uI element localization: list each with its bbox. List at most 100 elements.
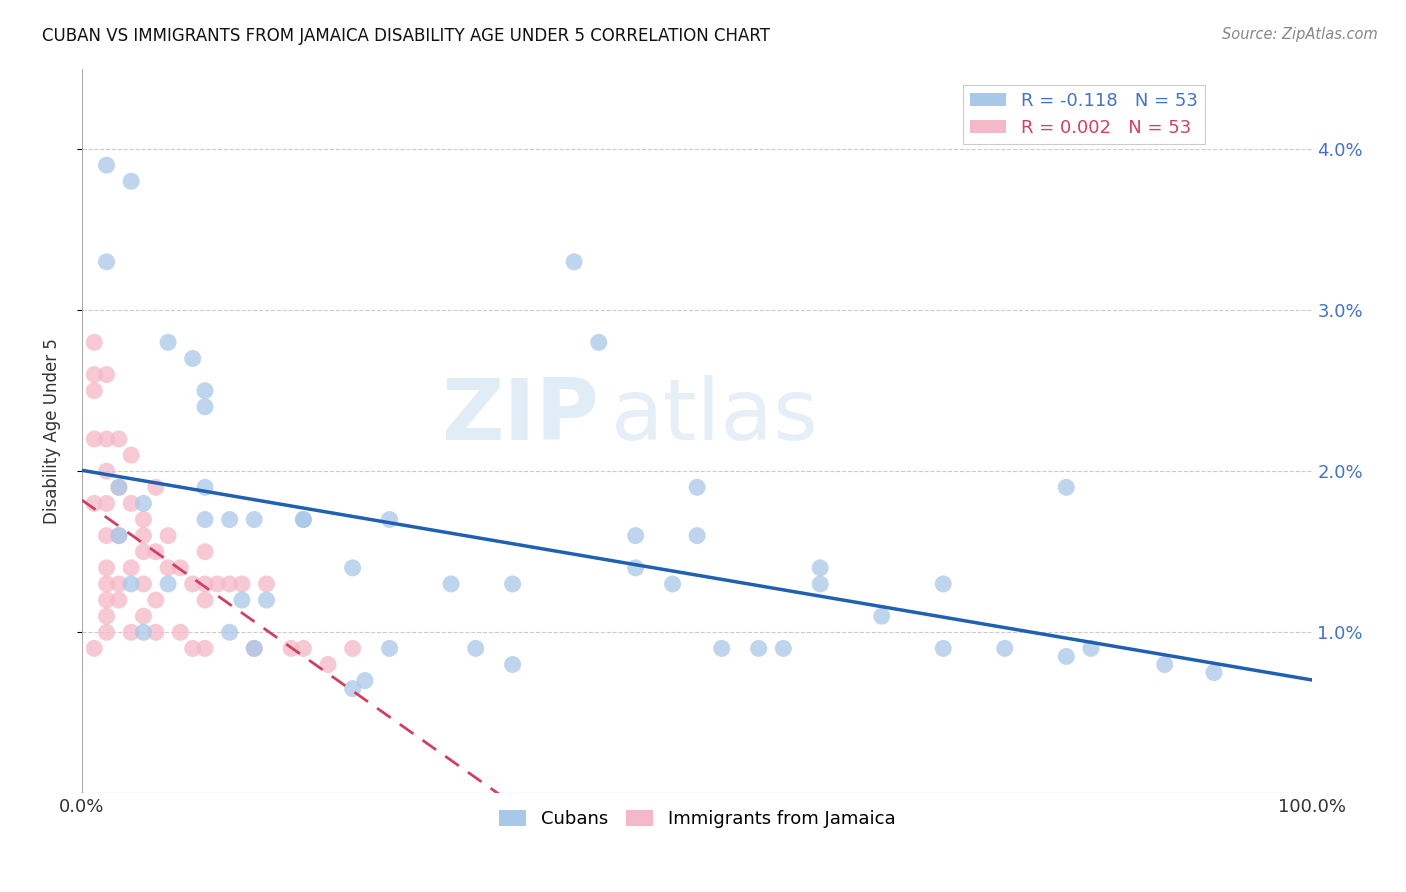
Text: atlas: atlas bbox=[612, 375, 820, 458]
Point bbox=[772, 641, 794, 656]
Point bbox=[292, 641, 315, 656]
Point bbox=[120, 174, 142, 188]
Point bbox=[316, 657, 339, 672]
Point bbox=[342, 641, 364, 656]
Legend: Cubans, Immigrants from Jamaica: Cubans, Immigrants from Jamaica bbox=[492, 802, 903, 835]
Point bbox=[256, 593, 278, 607]
Point bbox=[624, 528, 647, 542]
Point bbox=[440, 577, 463, 591]
Point bbox=[83, 368, 105, 382]
Point bbox=[120, 625, 142, 640]
Point bbox=[132, 609, 155, 624]
Point bbox=[292, 512, 315, 526]
Point bbox=[96, 432, 118, 446]
Point bbox=[96, 255, 118, 269]
Point bbox=[354, 673, 377, 688]
Point bbox=[132, 577, 155, 591]
Point bbox=[280, 641, 302, 656]
Point bbox=[108, 528, 131, 542]
Point bbox=[502, 577, 524, 591]
Point bbox=[194, 641, 217, 656]
Point bbox=[145, 545, 167, 559]
Point bbox=[218, 625, 240, 640]
Point bbox=[108, 432, 131, 446]
Point bbox=[194, 480, 217, 494]
Point bbox=[1054, 480, 1077, 494]
Point bbox=[808, 561, 831, 575]
Point bbox=[378, 641, 401, 656]
Text: CUBAN VS IMMIGRANTS FROM JAMAICA DISABILITY AGE UNDER 5 CORRELATION CHART: CUBAN VS IMMIGRANTS FROM JAMAICA DISABIL… bbox=[42, 27, 770, 45]
Point bbox=[83, 335, 105, 350]
Point bbox=[588, 335, 610, 350]
Point bbox=[132, 625, 155, 640]
Point bbox=[96, 368, 118, 382]
Point bbox=[169, 561, 191, 575]
Point bbox=[243, 641, 266, 656]
Point bbox=[83, 384, 105, 398]
Point bbox=[378, 512, 401, 526]
Point bbox=[157, 561, 180, 575]
Point bbox=[108, 480, 131, 494]
Point bbox=[83, 432, 105, 446]
Point bbox=[661, 577, 683, 591]
Point bbox=[710, 641, 733, 656]
Point bbox=[464, 641, 486, 656]
Point bbox=[96, 609, 118, 624]
Point bbox=[194, 577, 217, 591]
Point bbox=[1080, 641, 1102, 656]
Point bbox=[132, 512, 155, 526]
Point bbox=[96, 464, 118, 478]
Point bbox=[624, 561, 647, 575]
Point bbox=[562, 255, 585, 269]
Text: Source: ZipAtlas.com: Source: ZipAtlas.com bbox=[1222, 27, 1378, 42]
Point bbox=[96, 625, 118, 640]
Point bbox=[194, 400, 217, 414]
Point bbox=[132, 545, 155, 559]
Point bbox=[83, 641, 105, 656]
Point bbox=[194, 545, 217, 559]
Point bbox=[108, 593, 131, 607]
Point bbox=[292, 512, 315, 526]
Point bbox=[96, 593, 118, 607]
Point bbox=[181, 351, 204, 366]
Point bbox=[808, 577, 831, 591]
Point bbox=[157, 335, 180, 350]
Point bbox=[120, 496, 142, 510]
Point bbox=[207, 577, 229, 591]
Point bbox=[120, 448, 142, 462]
Point bbox=[181, 641, 204, 656]
Point bbox=[96, 577, 118, 591]
Text: ZIP: ZIP bbox=[441, 375, 599, 458]
Y-axis label: Disability Age Under 5: Disability Age Under 5 bbox=[44, 338, 60, 524]
Point bbox=[169, 625, 191, 640]
Point bbox=[145, 625, 167, 640]
Point bbox=[96, 158, 118, 172]
Point bbox=[145, 593, 167, 607]
Point bbox=[218, 577, 240, 591]
Point bbox=[96, 496, 118, 510]
Point bbox=[256, 577, 278, 591]
Point bbox=[181, 577, 204, 591]
Point bbox=[132, 496, 155, 510]
Point bbox=[231, 577, 253, 591]
Point bbox=[120, 561, 142, 575]
Point bbox=[686, 480, 709, 494]
Point bbox=[96, 528, 118, 542]
Point bbox=[145, 480, 167, 494]
Point bbox=[686, 528, 709, 542]
Point bbox=[1202, 665, 1225, 680]
Point bbox=[157, 528, 180, 542]
Point bbox=[108, 480, 131, 494]
Point bbox=[218, 512, 240, 526]
Point bbox=[231, 593, 253, 607]
Point bbox=[120, 577, 142, 591]
Point bbox=[994, 641, 1017, 656]
Point bbox=[157, 577, 180, 591]
Point bbox=[932, 577, 955, 591]
Point bbox=[194, 512, 217, 526]
Point bbox=[748, 641, 770, 656]
Point bbox=[243, 641, 266, 656]
Point bbox=[870, 609, 893, 624]
Point bbox=[194, 384, 217, 398]
Point bbox=[194, 593, 217, 607]
